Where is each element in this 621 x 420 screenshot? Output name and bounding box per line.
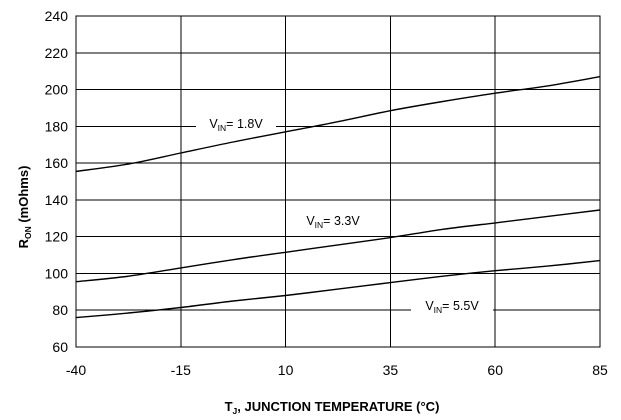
x-tick-label: -40	[66, 362, 86, 378]
y-tick-label: 100	[45, 265, 69, 281]
series-label: VIN= 1.8V	[209, 117, 263, 133]
plot-frame	[75, 15, 601, 348]
x-tick-label: 60	[487, 362, 503, 378]
x-tick-label: 35	[383, 362, 399, 378]
y-tick-label: 140	[45, 192, 69, 208]
y-tick-label: 200	[45, 82, 69, 98]
x-tick-label: -15	[171, 362, 191, 378]
series-label-mask	[196, 115, 276, 133]
x-tick-labels: -40 -15 10 35 60 85	[66, 362, 608, 378]
series-line	[75, 259, 601, 319]
series-label-mask	[301, 212, 365, 230]
series-label: VIN= 3.3V	[306, 214, 360, 230]
y-tick-label: 220	[45, 45, 69, 61]
series-labels: VIN= 1.8V VIN= 3.3V VIN= 5.5V	[196, 115, 493, 315]
y-tick-label: 180	[45, 118, 69, 134]
gridlines	[76, 16, 600, 347]
y-tick-label: 240	[45, 8, 69, 24]
y-tick-label: 60	[52, 339, 68, 355]
y-axis-title: RON (mOhms)	[16, 166, 33, 249]
series-line	[75, 76, 601, 173]
y-tick-label: 80	[52, 302, 68, 318]
x-tick-label: 85	[592, 362, 608, 378]
y-tick-label: 160	[45, 155, 69, 171]
x-axis-title: TJ, JUNCTION TEMPERATURE (°C)	[225, 399, 440, 416]
y-tick-labels: 60 80 100 120 140 160 180 200 220 240	[45, 8, 69, 355]
x-tick-label: 10	[278, 362, 294, 378]
series-label: VIN= 5.5V	[425, 299, 479, 315]
series-label-mask	[411, 297, 493, 315]
series-lines	[75, 76, 601, 319]
series-line	[75, 209, 601, 283]
y-tick-label: 120	[45, 229, 69, 245]
